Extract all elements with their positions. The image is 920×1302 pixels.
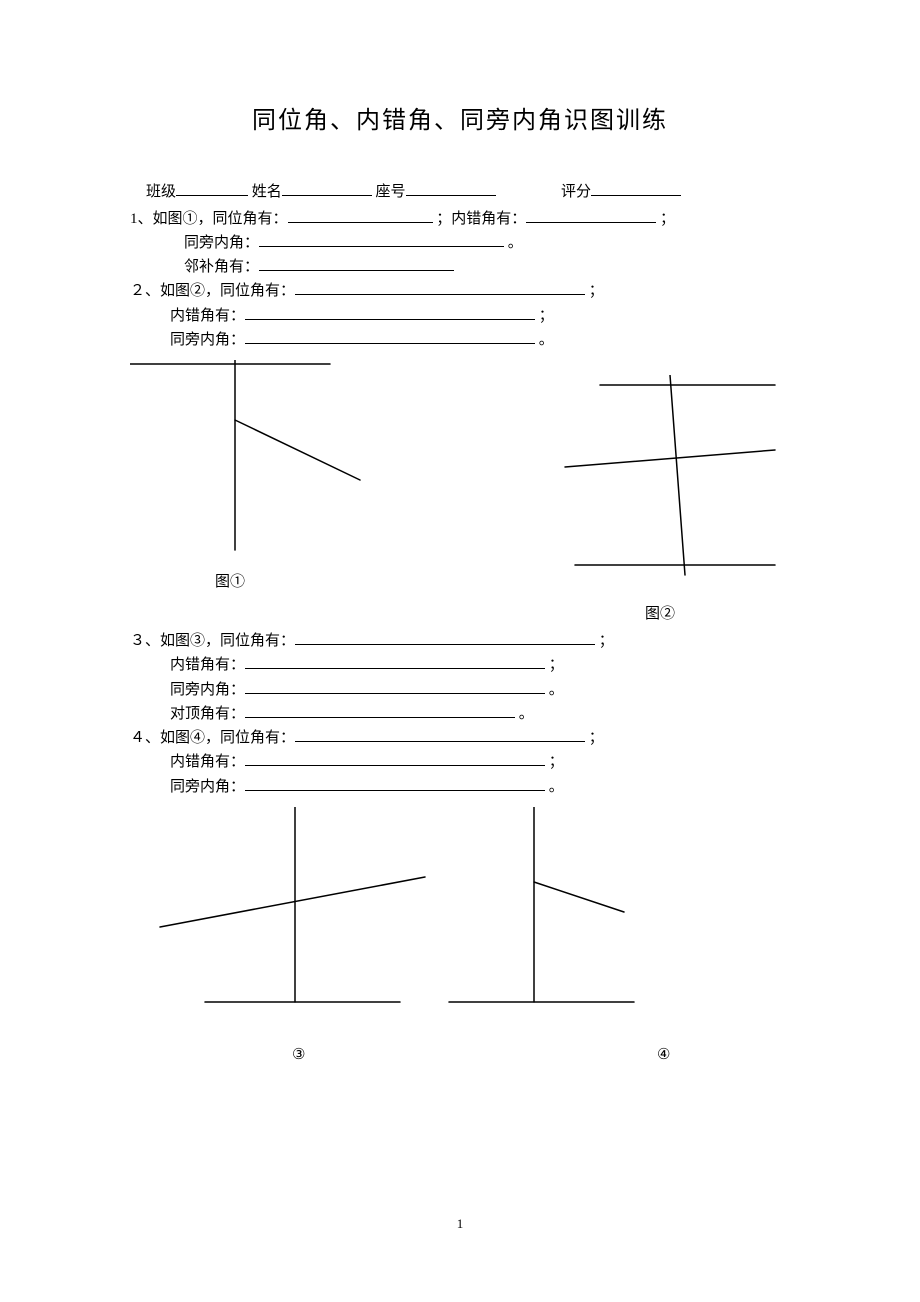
q1-mid: ；内错角有：: [436, 211, 526, 227]
q3-line1: ３、如图③，同位角有： ；: [130, 630, 790, 653]
q3-prefix: ３、如图③，同位角有：: [130, 633, 295, 649]
q3-l4-end: 。: [519, 706, 534, 722]
q2-l3-end: 。: [539, 332, 554, 348]
seat-label: 座号: [376, 184, 406, 200]
q2-end: ；: [589, 283, 604, 299]
q3-line3: 同旁内角： 。: [130, 679, 790, 702]
q2-prefix: ２、如图②，同位角有：: [130, 283, 295, 299]
q1-line2: 同旁内角： 。: [130, 232, 790, 255]
q2-l2-label: 内错角有：: [170, 308, 245, 324]
q3-line2: 内错角有： ；: [130, 654, 790, 677]
q2-l2-end: ；: [539, 308, 554, 324]
q1-line1: 1、如图①，同位角有： ；内错角有： ；: [130, 208, 790, 231]
page-number: 1: [0, 1216, 920, 1232]
q4-line1: ４、如图④，同位角有： ；: [130, 727, 790, 750]
figure-3-svg: [130, 807, 430, 1017]
q1-l2-label: 同旁内角：: [184, 235, 259, 251]
figure-1-svg: [130, 360, 370, 560]
q1-l2-end: 。: [508, 235, 523, 251]
name-label: 姓名: [252, 184, 282, 200]
diagram-row-1: 图① 图②: [130, 360, 790, 630]
q3-l2-end: ；: [549, 657, 564, 673]
figure-2-svg: [545, 375, 785, 585]
figure-4-label: ④: [657, 1045, 670, 1064]
q4-l3-label: 同旁内角：: [170, 779, 245, 795]
diagram-row-2: ③ ④: [130, 807, 790, 1087]
q3-l2-label: 内错角有：: [170, 657, 245, 673]
q1-end: ；: [660, 211, 675, 227]
q2-line2: 内错角有： ；: [130, 305, 790, 328]
q1-prefix: 1、如图①，同位角有：: [130, 211, 288, 227]
class-label: 班级: [146, 184, 176, 200]
header-row: 班级 姓名 座号 评分: [130, 181, 790, 204]
q1-line3: 邻补角有：: [130, 256, 790, 279]
q4-end: ；: [589, 730, 604, 746]
q4-line3: 同旁内角： 。: [130, 776, 790, 799]
q2-line1: ２、如图②，同位角有： ；: [130, 280, 790, 303]
page-title: 同位角、内错角、同旁内角识图训练: [130, 100, 790, 135]
q3-line4: 对顶角有： 。: [130, 703, 790, 726]
figure-4-svg: [434, 807, 644, 1017]
q4-prefix: ４、如图④，同位角有：: [130, 730, 295, 746]
q3-end: ；: [599, 633, 614, 649]
q2-line3: 同旁内角： 。: [130, 329, 790, 352]
score-label: 评分: [561, 184, 591, 200]
q3-l4-label: 对顶角有：: [170, 706, 245, 722]
q3-l3-label: 同旁内角：: [170, 682, 245, 698]
figure-1-label: 图①: [215, 570, 245, 591]
figure-2-label: 图②: [645, 602, 675, 623]
q4-line2: 内错角有： ；: [130, 751, 790, 774]
q1-l3-label: 邻补角有：: [184, 259, 259, 275]
q4-l2-label: 内错角有：: [170, 754, 245, 770]
q4-l3-end: 。: [549, 779, 564, 795]
q3-l3-end: 。: [549, 682, 564, 698]
q4-l2-end: ；: [549, 754, 564, 770]
q2-l3-label: 同旁内角：: [170, 332, 245, 348]
figure-3-label: ③: [292, 1045, 305, 1064]
